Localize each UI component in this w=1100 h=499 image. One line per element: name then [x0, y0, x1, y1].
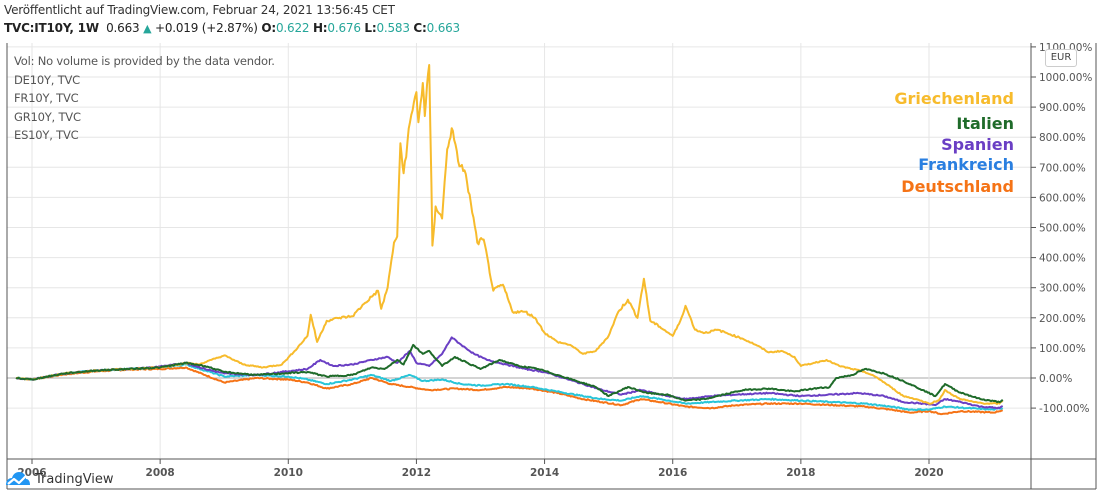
series-label-germany: Deutschland — [901, 177, 1014, 196]
series-label-greece: Griechenland — [894, 89, 1014, 108]
currency-badge[interactable]: EUR — [1045, 49, 1077, 67]
price-change: +0.019 (+2.87%) — [154, 21, 258, 35]
legend-item-de10y[interactable]: DE10Y, TVC — [14, 72, 81, 87]
brand-name: TradingView — [35, 471, 114, 487]
x-tick-label: 2012 — [402, 467, 431, 479]
y-tick-label: 900.00% — [1039, 102, 1086, 114]
y-tick-label: 400.00% — [1039, 253, 1086, 265]
x-tick-label: 2014 — [530, 467, 559, 479]
low-label: L: — [364, 21, 377, 35]
x-tick-label: 2016 — [658, 467, 687, 479]
ohlc-line: TVC:IT10Y, 1W 0.663 ▲ +0.019 (+2.87%) O:… — [4, 21, 460, 35]
series-line-germany — [15, 366, 1004, 416]
series-line-france — [15, 363, 1004, 412]
x-axis[interactable]: 2006 2008 2010 2012 2014 2016 2018 2020 — [17, 459, 944, 479]
y-tick-label: 200.00% — [1039, 313, 1086, 325]
low-value: 0.583 — [376, 21, 410, 35]
x-tick-label: 2010 — [274, 467, 303, 479]
series-label-spain: Spanien — [941, 135, 1014, 154]
legend: Vol: No volume is provided by the data v… — [14, 52, 275, 145]
legend-volume[interactable]: Vol: No volume is provided by the data v… — [14, 54, 275, 68]
up-triangle-icon: ▲ — [143, 22, 152, 35]
y-tick-label: 800.00% — [1039, 132, 1086, 144]
series-line-italy — [15, 343, 1004, 404]
y-tick-label: -100.00% — [1039, 403, 1090, 415]
y-axis[interactable]: 1100.00%1000.00%900.00%800.00%700.00%600… — [1031, 42, 1092, 415]
published-line: Veröffentlicht auf TradingView.com, Febr… — [4, 3, 395, 17]
last-price: 0.663 — [106, 21, 140, 35]
legend-item-fr10y[interactable]: FR10Y, TVC — [14, 91, 79, 105]
y-tick-label: 600.00% — [1039, 192, 1086, 204]
high-label: H: — [312, 21, 328, 35]
high-value: 0.676 — [327, 21, 361, 35]
series-group — [15, 64, 1004, 416]
y-tick-label: 0.00% — [1039, 373, 1072, 385]
legend-item-gr10y[interactable]: GR10Y, TVC — [14, 109, 81, 124]
x-tick-label: 2008 — [146, 467, 175, 479]
open-label: O: — [261, 21, 276, 35]
series-label-italy: Italien — [956, 114, 1014, 133]
footer-brand[interactable]: TradingView — [5, 471, 114, 487]
x-tick-label: 2018 — [786, 467, 815, 479]
chart-frame — [6, 43, 1097, 490]
y-tick-label: 1000.00% — [1039, 72, 1092, 84]
y-tick-label: 700.00% — [1039, 162, 1086, 174]
y-tick-label: 300.00% — [1039, 283, 1086, 295]
open-value: 0.622 — [275, 21, 310, 35]
grid — [7, 43, 1031, 459]
y-tick-label: 500.00% — [1039, 223, 1086, 235]
x-tick-label: 2020 — [914, 467, 943, 479]
tradingview-logo-icon — [6, 472, 30, 485]
close-label: C: — [413, 21, 427, 35]
legend-item-es10y[interactable]: ES10Y, TVC — [14, 128, 79, 142]
close-value: 0.663 — [426, 21, 461, 35]
symbol-label[interactable]: TVC:IT10Y, 1W — [4, 21, 99, 35]
series-label-france_label: Frankreich — [918, 155, 1014, 174]
y-tick-label: 100.00% — [1039, 343, 1086, 355]
